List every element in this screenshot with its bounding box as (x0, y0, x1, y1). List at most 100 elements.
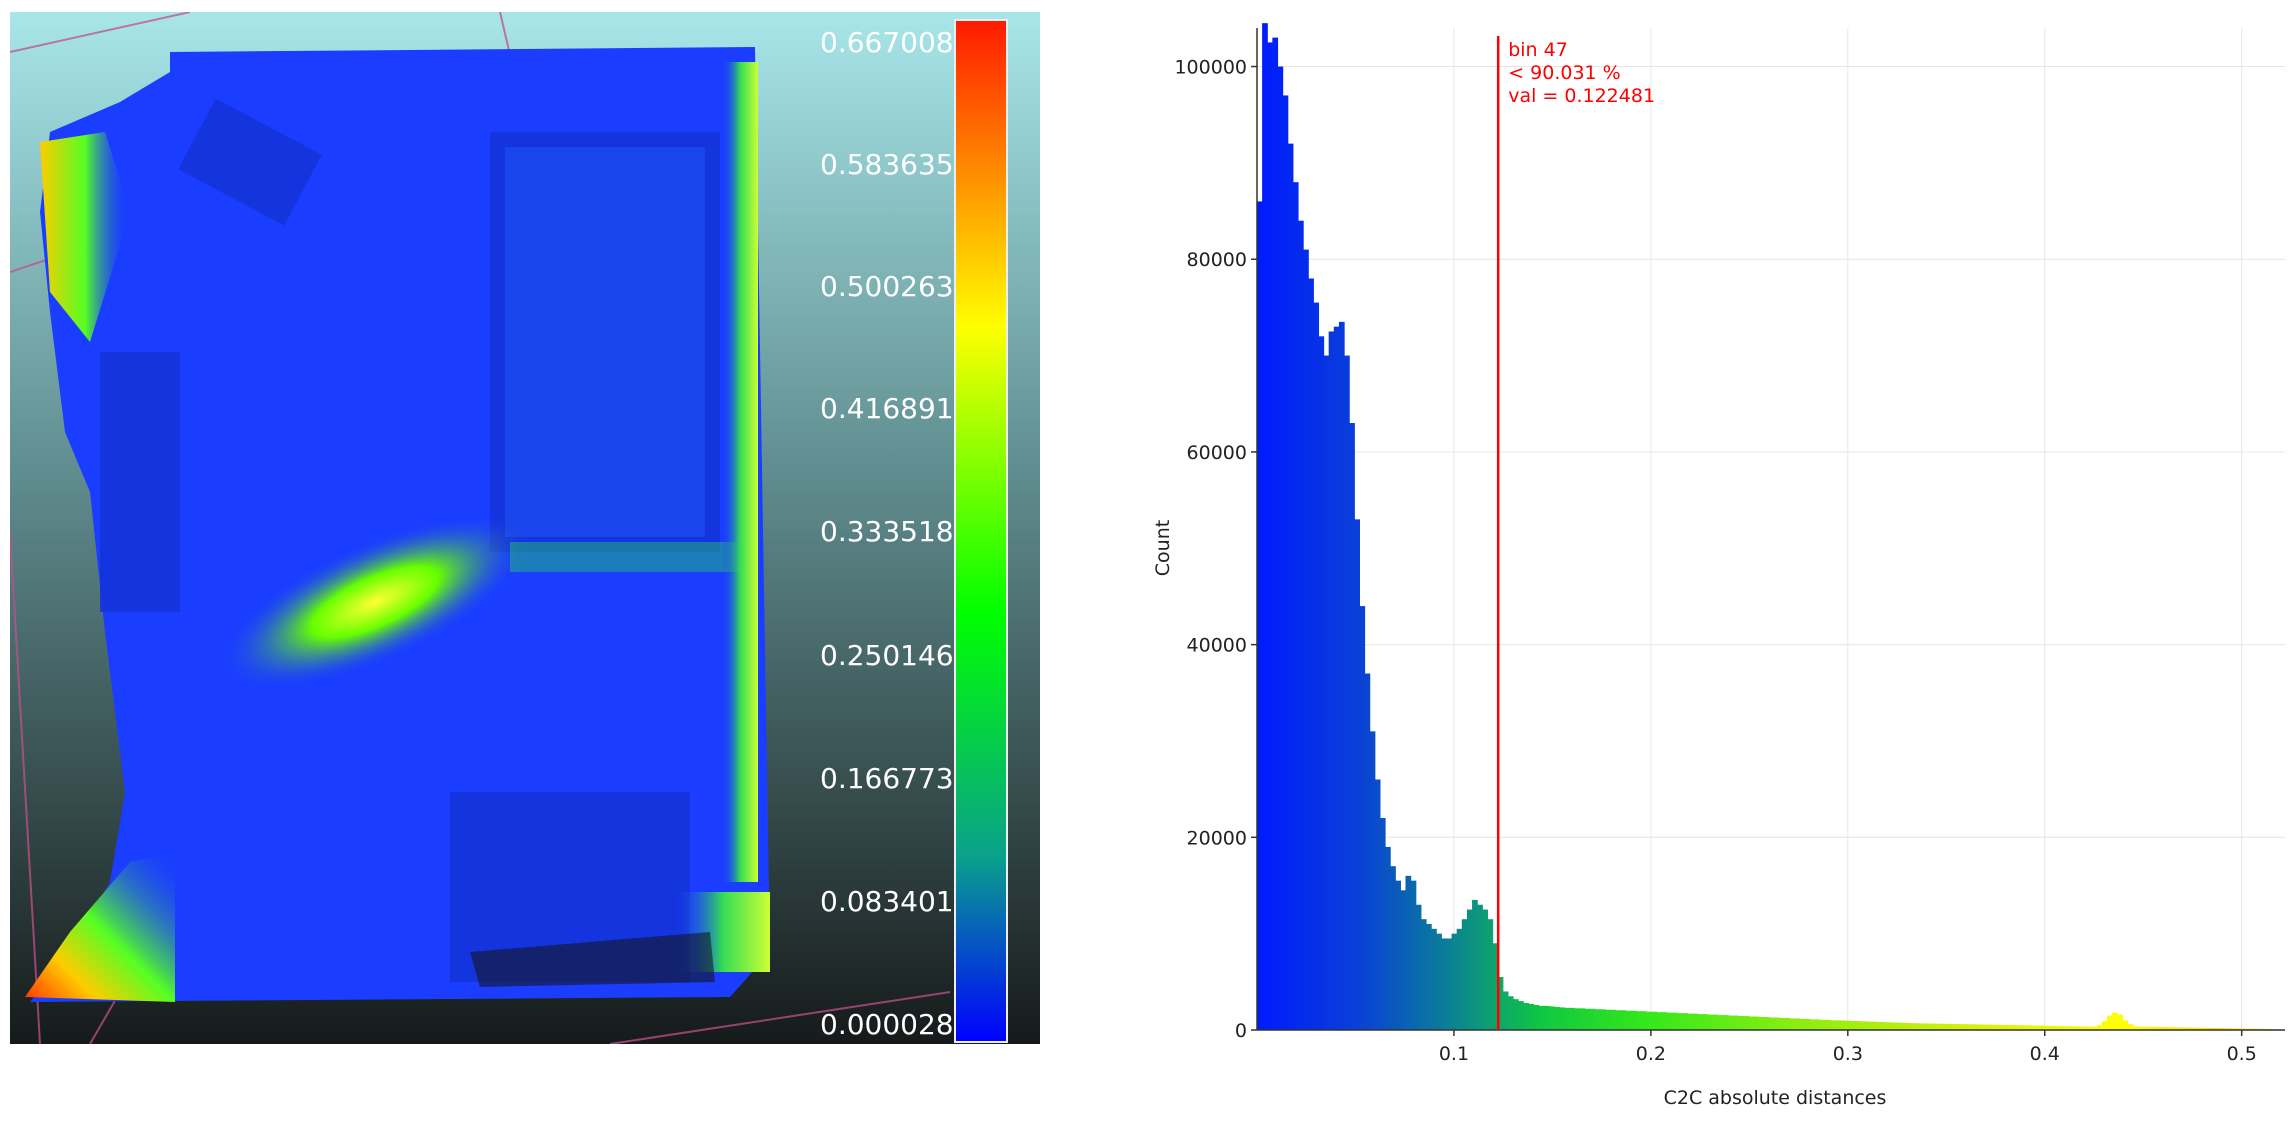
x-tick-label: 0.5 (2227, 1043, 2257, 1065)
histogram-bar (2188, 1027, 2195, 1030)
histogram-bar (1932, 1023, 1939, 1030)
histogram-bar (2030, 1025, 2036, 1030)
histogram-bar (1687, 1013, 1693, 1030)
histogram-bar (1748, 1016, 1755, 1030)
histogram-bar (1635, 1011, 1642, 1030)
histogram-bar (1820, 1019, 1826, 1030)
histogram-bar (1763, 1016, 1770, 1030)
histogram-bar (1738, 1016, 1745, 1030)
histogram-bar (1978, 1024, 1985, 1030)
histogram-bar (1579, 1008, 1586, 1030)
y-axis-label: Count (1152, 520, 1174, 576)
histogram-bar (2209, 1027, 2216, 1030)
histogram-bar (1308, 278, 1314, 1030)
histogram-bar (1374, 779, 1381, 1030)
histogram-bar (1907, 1023, 1913, 1030)
histogram-bar (1999, 1024, 2006, 1030)
histogram-bar (1267, 42, 1273, 1031)
histogram-bar (2183, 1027, 2190, 1030)
y-tick-label: 80000 (1187, 249, 1247, 271)
histogram-bars (1257, 23, 2282, 1031)
histogram-bar (1804, 1018, 1811, 1030)
histogram-bar (1871, 1021, 1878, 1030)
histogram-bar (1861, 1021, 1867, 1030)
histogram-bar (1927, 1023, 1934, 1030)
histogram-bar (1482, 909, 1489, 1030)
histogram-bar (1958, 1024, 1965, 1030)
histogram-bar (1518, 1001, 1524, 1030)
histogram-bar (1425, 924, 1432, 1030)
histogram-bar (1436, 933, 1442, 1030)
histogram-bar (1548, 1006, 1555, 1030)
histogram-bar (2178, 1027, 2185, 1030)
histogram-bar (1973, 1024, 1980, 1030)
histogram-bar (2004, 1024, 2011, 1030)
y-tick-label: 60000 (1187, 442, 1247, 464)
histogram-bar (2055, 1025, 2062, 1030)
histogram-bar (1825, 1019, 1832, 1030)
threshold-marker: bin 47< 90.031 %val = 0.122481 (1496, 36, 1655, 1030)
histogram-bar (1758, 1016, 1765, 1030)
histogram-bar (1594, 1009, 1601, 1030)
histogram-bar (2091, 1026, 2098, 1030)
x-tick-label: 0.3 (1833, 1043, 1863, 1065)
histogram-bar (1948, 1023, 1954, 1030)
histogram-bar (1922, 1023, 1929, 1030)
histogram-bar (1528, 1003, 1535, 1030)
histogram-bar (1943, 1023, 1949, 1030)
histogram-bar (2224, 1028, 2231, 1030)
histogram-bar (1774, 1017, 1780, 1030)
histogram-bar (1272, 37, 1279, 1030)
histogram-bar (2132, 1026, 2139, 1030)
scale-label: 0.166773 (820, 762, 954, 795)
scale-label-max: 0.667008 (820, 26, 954, 59)
histogram-bar (1902, 1022, 1908, 1030)
histogram-bar (1733, 1015, 1739, 1030)
x-axis-label: C2C absolute distances (1664, 1087, 1887, 1109)
histogram-bar (1641, 1011, 1647, 1030)
histogram-bar (1620, 1010, 1627, 1030)
histogram-bar (1415, 904, 1422, 1030)
histogram-bar (2158, 1027, 2164, 1030)
histogram-bar (1722, 1015, 1729, 1030)
histogram-bar (1405, 875, 1412, 1030)
histogram-bar (1968, 1024, 1975, 1030)
histogram-bar (1605, 1009, 1611, 1030)
histogram-bar (1431, 928, 1437, 1030)
histogram-bar (2086, 1026, 2093, 1030)
histogram-bar (1646, 1011, 1652, 1030)
color-scale-bar (954, 19, 1008, 1043)
histogram-bar (2045, 1025, 2052, 1030)
y-tick-label: 40000 (1187, 635, 1247, 657)
histogram-bar (1369, 731, 1376, 1030)
histogram-bar (1712, 1014, 1719, 1030)
histogram-bar (2025, 1025, 2031, 1030)
histogram-bar (1574, 1008, 1581, 1030)
histogram-bar (2194, 1027, 2200, 1030)
histogram-bar (1338, 321, 1345, 1030)
histogram-bar (1497, 977, 1504, 1030)
histogram-bar (1671, 1012, 1678, 1030)
histogram-bar (2014, 1025, 2021, 1030)
histogram-bar (1651, 1011, 1657, 1030)
histogram-bar (1753, 1016, 1760, 1030)
histogram-bar (2066, 1026, 2072, 1030)
histogram-bar (2147, 1026, 2154, 1030)
histogram-bar (2050, 1025, 2057, 1030)
histogram-bar (1410, 880, 1417, 1030)
histogram-bar (2204, 1027, 2210, 1030)
histogram-bar (1769, 1017, 1775, 1030)
histogram-bar (1466, 909, 1473, 1030)
histogram-bar (2106, 1015, 2113, 1030)
histogram-bar (1676, 1013, 1683, 1030)
y-tick-label: 20000 (1187, 827, 1247, 849)
histogram-bar (2060, 1026, 2067, 1030)
histogram-bar (1666, 1012, 1673, 1030)
histogram-bar (1354, 519, 1361, 1030)
point-cloud-render (10, 12, 1040, 1044)
histogram-chart: 0 20000 40000 60000 80000 100000 0.1 0.2 0.3 0.4 0… (1152, 23, 2285, 1109)
histogram-bar (2071, 1026, 2077, 1030)
histogram-bar (1553, 1006, 1560, 1030)
histogram-bar (1830, 1020, 1837, 1030)
scalar-field-view[interactable]: 0.667008 0.583635 0.500263 0.416891 0.33… (10, 12, 1040, 1044)
